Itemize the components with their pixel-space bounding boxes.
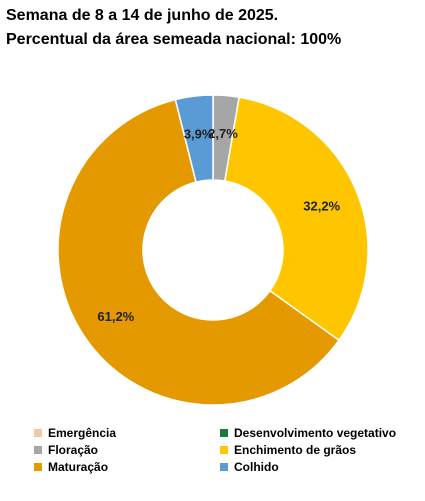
legend-item-emergencia: Emergência (34, 424, 220, 441)
legend-item-colhido: Colhido (220, 458, 419, 475)
data-label-floracao: 2,7% (208, 126, 238, 141)
legend-item-enchimento-de-graos: Enchimento de grãos (220, 441, 419, 458)
slice-colhido (174, 94, 214, 184)
legend-label-floracao: Floração (48, 442, 99, 457)
slice-maturacao (57, 98, 341, 406)
legend-swatch-colhido (220, 462, 228, 471)
legend-item-maturacao: Maturação (34, 458, 220, 475)
data-label-maturacao: 61,2% (97, 309, 134, 324)
legend-label-maturacao: Maturação (48, 459, 109, 474)
legend-swatch-floracao (34, 445, 42, 454)
legend-label-emergencia: Emergência (48, 425, 117, 440)
title-line-1: Semana de 8 a 14 de junho de 2025. (6, 7, 279, 24)
donut-chart: 2,7% 32,2% 61,2% 3,9% (57, 94, 369, 406)
slice-enchimento-de-graos (223, 96, 369, 342)
chart-title: Semana de 8 a 14 de junho de 2025. Perce… (6, 4, 421, 52)
data-label-enchimento-de-graos: 32,2% (303, 198, 340, 213)
chart-legend: Emergência Desenvolvimento vegetativo Fl… (34, 424, 419, 475)
legend-label-enchimento-de-graos: Enchimento de grãos (234, 442, 357, 457)
legend-swatch-enchimento-de-graos (220, 445, 228, 454)
legend-label-colhido: Colhido (234, 459, 279, 474)
legend-label-desenvolvimento-vegetativo: Desenvolvimento vegetativo (234, 425, 397, 440)
legend-swatch-desenvolvimento-vegetativo (220, 428, 228, 437)
legend-item-desenvolvimento-vegetativo: Desenvolvimento vegetativo (220, 424, 419, 441)
title-line-2: Percentual da área semeada nacional: 100… (6, 31, 342, 48)
data-label-colhido: 3,9% (184, 126, 214, 141)
legend-swatch-maturacao (34, 462, 42, 471)
legend-item-floracao: Floração (34, 441, 220, 458)
legend-swatch-emergencia (34, 428, 42, 437)
